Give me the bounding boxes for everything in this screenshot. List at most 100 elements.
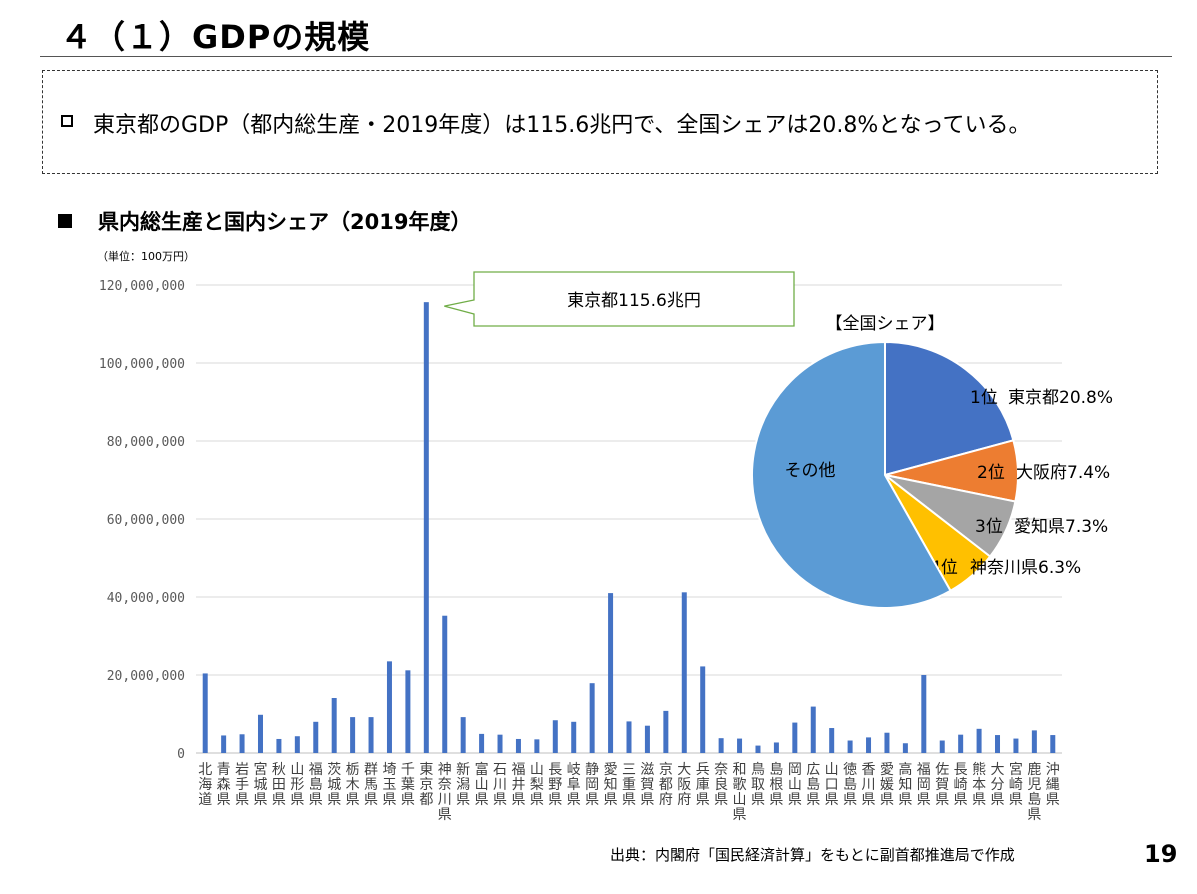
x-tick-label: 鳥取県 <box>751 762 765 808</box>
x-tick-label: 静岡県 <box>585 762 599 808</box>
pie-rank-label: 1位 <box>970 388 998 408</box>
bar <box>331 698 337 753</box>
x-tick-label: 鹿児島県 <box>1027 761 1041 823</box>
bar <box>405 670 411 753</box>
bar <box>755 745 761 753</box>
x-tick-label: 福岡県 <box>917 762 931 808</box>
x-tick-label: 福井県 <box>511 762 525 808</box>
x-tick-label: 長崎県 <box>954 762 968 808</box>
x-tick-label: 富山県 <box>475 761 489 808</box>
x-tick-label: 東京都 <box>419 762 433 808</box>
bar <box>737 738 743 753</box>
unit-label: （単位：100万円） <box>97 250 195 263</box>
x-tick-label: 栃木県 <box>346 762 360 808</box>
x-tick-label: 愛媛県 <box>880 762 894 808</box>
bar <box>1050 735 1056 753</box>
bar <box>386 661 392 753</box>
x-tick-label: 京都府 <box>659 762 673 808</box>
pie-slice <box>751 340 952 609</box>
pie-slice-label: 東京都20.8% <box>1008 388 1113 408</box>
x-tick-label: 和歌山県 <box>733 762 747 823</box>
x-tick-label: 兵庫県 <box>696 762 710 808</box>
bar <box>626 721 632 753</box>
bar <box>847 740 853 753</box>
y-tick-label: 60,000,000 <box>107 513 185 528</box>
x-tick-label: 山口県 <box>825 762 839 808</box>
y-tick-label: 120,000,000 <box>99 279 185 294</box>
bar <box>1031 730 1037 753</box>
x-tick-label: 神奈川県 <box>438 762 452 823</box>
pie-slice <box>884 340 1015 477</box>
bar <box>866 737 872 753</box>
x-tick-label: 千葉県 <box>401 762 415 808</box>
x-tick-label: 島根県 <box>769 762 783 808</box>
x-tick-label: 福島県 <box>309 762 323 808</box>
bar <box>294 736 300 753</box>
page-title: ４（１）GDPの規模 <box>60 18 371 56</box>
bar <box>644 725 650 753</box>
x-tick-label: 佐賀県 <box>935 762 949 808</box>
bar <box>515 738 521 753</box>
y-tick-label: 80,000,000 <box>107 435 185 450</box>
x-tick-label: 滋賀県 <box>640 762 654 808</box>
x-tick-label: 大阪府 <box>677 762 691 808</box>
x-tick-label: 宮崎県 <box>1009 762 1023 808</box>
x-tick-label: 山梨県 <box>530 762 544 808</box>
bar <box>460 717 466 753</box>
bar <box>1013 738 1019 753</box>
bar <box>921 675 927 753</box>
pie-slice-label: 大阪府7.4% <box>1016 463 1110 483</box>
bar <box>423 302 429 753</box>
x-tick-label: 青森県 <box>217 762 231 808</box>
pie-slice-label: その他 <box>785 461 836 481</box>
bar <box>202 673 208 753</box>
title-divider <box>40 56 1172 57</box>
bar <box>350 717 356 753</box>
bar <box>534 739 540 753</box>
pie-title: 【全国シェア】 <box>826 314 945 334</box>
y-tick-label: 20,000,000 <box>107 669 185 684</box>
summary-box: 東京都のGDP（都内総生産・2019年度）は115.6兆円で、全国シェアは20.… <box>42 70 1158 174</box>
bar <box>681 592 687 753</box>
pie-slice-label: 愛知県7.3% <box>1014 517 1108 537</box>
filled-square-bullet-icon <box>58 214 72 228</box>
x-tick-label: 石川県 <box>493 762 507 808</box>
bar <box>571 721 577 753</box>
x-tick-label: 岐阜県 <box>567 762 581 808</box>
x-tick-label: 茨城県 <box>327 762 341 808</box>
hollow-square-bullet-icon <box>61 115 73 127</box>
x-tick-label: 新潟県 <box>456 762 470 808</box>
y-tick-label: 0 <box>177 747 185 762</box>
x-tick-label: 香川県 <box>862 762 876 808</box>
x-tick-label: 秋田県 <box>272 762 286 808</box>
bar <box>239 734 245 753</box>
bar <box>663 710 669 753</box>
bar <box>608 593 614 753</box>
x-tick-label: 沖縄県 <box>1046 762 1060 808</box>
bar <box>939 740 945 753</box>
bar <box>368 717 374 753</box>
x-tick-label: 広島県 <box>806 762 820 808</box>
x-tick-label: 埼玉県 <box>382 762 396 808</box>
x-tick-label: 宮城県 <box>253 762 267 808</box>
bar <box>221 735 227 753</box>
bar <box>810 706 816 753</box>
page-number: 19 <box>1144 840 1178 868</box>
callout-box <box>444 271 795 327</box>
bar <box>497 734 503 753</box>
bar <box>958 734 964 753</box>
x-tick-label: 北海道 <box>198 762 212 808</box>
pie-rank-label: 2位 <box>977 463 1005 483</box>
x-tick-label: 山形県 <box>290 762 304 808</box>
x-tick-label: 熊本県 <box>972 762 986 808</box>
bar <box>276 738 282 753</box>
bar <box>700 666 706 753</box>
bar <box>773 742 779 753</box>
bar <box>257 714 263 753</box>
x-tick-label: 岩手県 <box>235 762 249 808</box>
source-note: 出典：内閣府「国民経済計算」をもとに副首都推進局で作成 <box>610 846 1015 864</box>
x-tick-label: 大分県 <box>991 762 1005 808</box>
x-tick-label: 愛知県 <box>604 762 618 808</box>
bar <box>829 728 835 753</box>
